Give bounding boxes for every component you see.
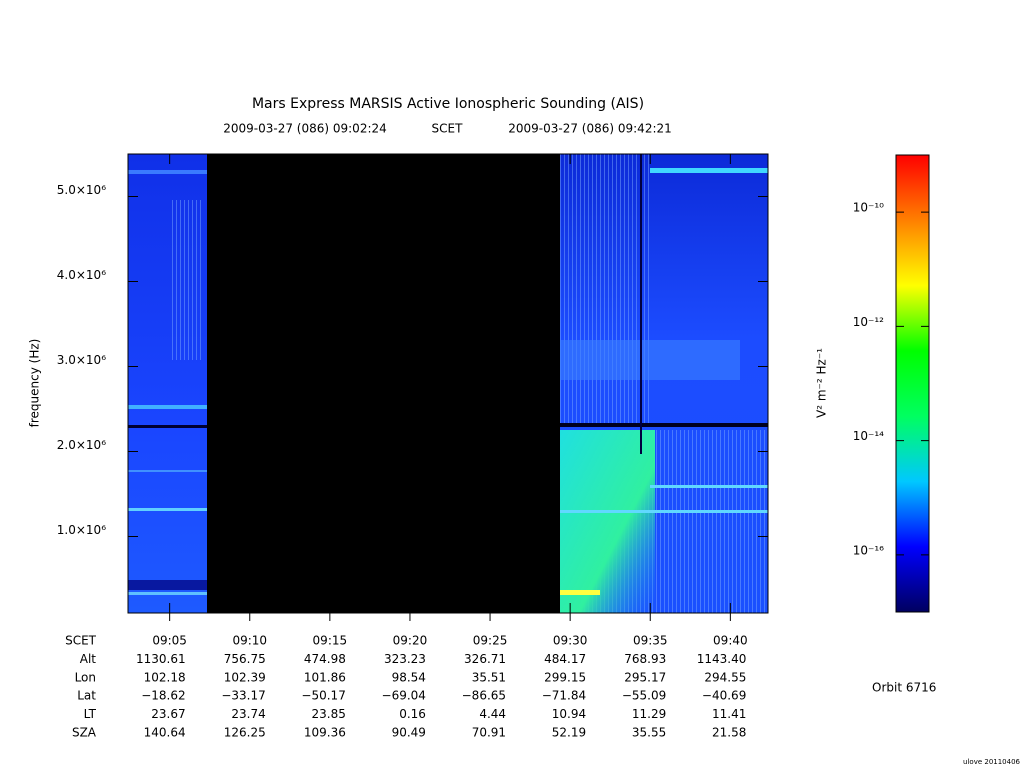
spectrogram-image <box>128 154 768 613</box>
x-tick-label: 09:20 <box>393 634 428 648</box>
ephemeris-value: 23.74 <box>231 707 265 721</box>
ephemeris-value: −50.17 <box>301 689 345 703</box>
y-tick-label: 1.0×10⁶ <box>57 523 106 537</box>
ephemeris-value: 11.41 <box>712 707 746 721</box>
ephemeris-value: −71.84 <box>542 689 586 703</box>
ephemeris-value: 35.55 <box>632 726 666 740</box>
ephemeris-value: 52.19 <box>552 726 586 740</box>
footer: ulove 20110406 <box>963 758 1021 766</box>
ephemeris-value: −40.69 <box>702 689 746 703</box>
ephemeris-value: 23.67 <box>151 707 185 721</box>
y-tick-label: 5.0×10⁶ <box>57 183 106 197</box>
colorbar-tick-label: 10⁻¹⁴ <box>853 429 884 443</box>
y-tick-label: 2.0×10⁶ <box>57 438 106 452</box>
x-axis-label: SCET <box>65 634 97 648</box>
colorbar <box>896 155 929 612</box>
ephemeris-value: 101.86 <box>304 670 346 684</box>
ephemeris-label: Lat <box>77 689 96 703</box>
x-tick-label: 09:15 <box>313 634 348 648</box>
ephemeris-value: −55.09 <box>622 689 666 703</box>
ephemeris-value: 768.93 <box>624 652 666 666</box>
ephemeris-value: 326.71 <box>464 652 506 666</box>
ephemeris-value: 474.98 <box>304 652 346 666</box>
ephemeris-value: 1130.61 <box>136 652 186 666</box>
x-tick-label: 09:30 <box>553 634 588 648</box>
ephemeris-value: −86.65 <box>462 689 506 703</box>
x-tick-label: 09:40 <box>713 634 748 648</box>
ephemeris-value: 109.36 <box>304 726 346 740</box>
x-tick-label: 09:35 <box>633 634 668 648</box>
subtitle-label: SCET <box>432 122 464 136</box>
ephemeris-value: 126.25 <box>224 726 266 740</box>
y-tick-label: 4.0×10⁶ <box>57 268 106 282</box>
colorbar-label: V² m⁻² Hz⁻¹ <box>815 348 829 418</box>
ephemeris-value: 98.54 <box>392 670 426 684</box>
ephemeris-value: −18.62 <box>141 689 185 703</box>
ephemeris-value: 1143.40 <box>697 652 747 666</box>
ephemeris-value: 11.29 <box>632 707 666 721</box>
ephemeris-value: 102.18 <box>144 670 186 684</box>
ephemeris-value: 323.23 <box>384 652 426 666</box>
x-tick-label: 09:25 <box>473 634 508 648</box>
subtitle-end: 2009-03-27 (086) 09:42:21 <box>508 122 672 136</box>
ephemeris-value: 90.49 <box>392 726 426 740</box>
colorbar-tick-label: 10⁻¹² <box>853 315 884 329</box>
ephemeris-value: 0.16 <box>399 707 426 721</box>
ephemeris-label: Lon <box>75 670 96 684</box>
x-tick-label: 09:10 <box>232 634 267 648</box>
x-tick-label: 09:05 <box>152 634 187 648</box>
colorbar-frame <box>895 154 930 613</box>
ephemeris-value: 35.51 <box>472 670 506 684</box>
colorbar-tick-label: 10⁻¹⁶ <box>853 543 884 557</box>
chart-title: Mars Express MARSIS Active Ionospheric S… <box>252 96 644 112</box>
ephemeris-value: 4.44 <box>479 707 506 721</box>
ephemeris-value: −69.04 <box>382 689 426 703</box>
ephemeris-value: 21.58 <box>712 726 746 740</box>
ephemeris-value: 295.17 <box>624 670 666 684</box>
y-axis-label: frequency (Hz) <box>28 339 42 428</box>
ephemeris-value: −33.17 <box>221 689 265 703</box>
ephemeris-value: 299.15 <box>544 670 586 684</box>
orbit-label: Orbit 6716 <box>872 681 936 695</box>
ephemeris-value: 23.85 <box>311 707 345 721</box>
y-tick-label: 3.0×10⁶ <box>57 353 106 367</box>
colorbar-tick-label: 10⁻¹⁰ <box>853 201 884 215</box>
ephemeris-value: 756.75 <box>224 652 266 666</box>
plot-frame <box>127 153 769 614</box>
ephemeris-label: SZA <box>72 726 97 740</box>
ephemeris-value: 10.94 <box>552 707 586 721</box>
ephemeris-value: 484.17 <box>544 652 586 666</box>
ephemeris-label: Alt <box>80 652 97 666</box>
ephemeris-value: 70.91 <box>472 726 506 740</box>
ephemeris-value: 294.55 <box>704 670 746 684</box>
ephemeris-value: 140.64 <box>144 726 186 740</box>
ephemeris-value: 102.39 <box>224 670 266 684</box>
ephemeris-label: LT <box>84 707 97 721</box>
subtitle-start: 2009-03-27 (086) 09:02:24 <box>223 122 387 136</box>
